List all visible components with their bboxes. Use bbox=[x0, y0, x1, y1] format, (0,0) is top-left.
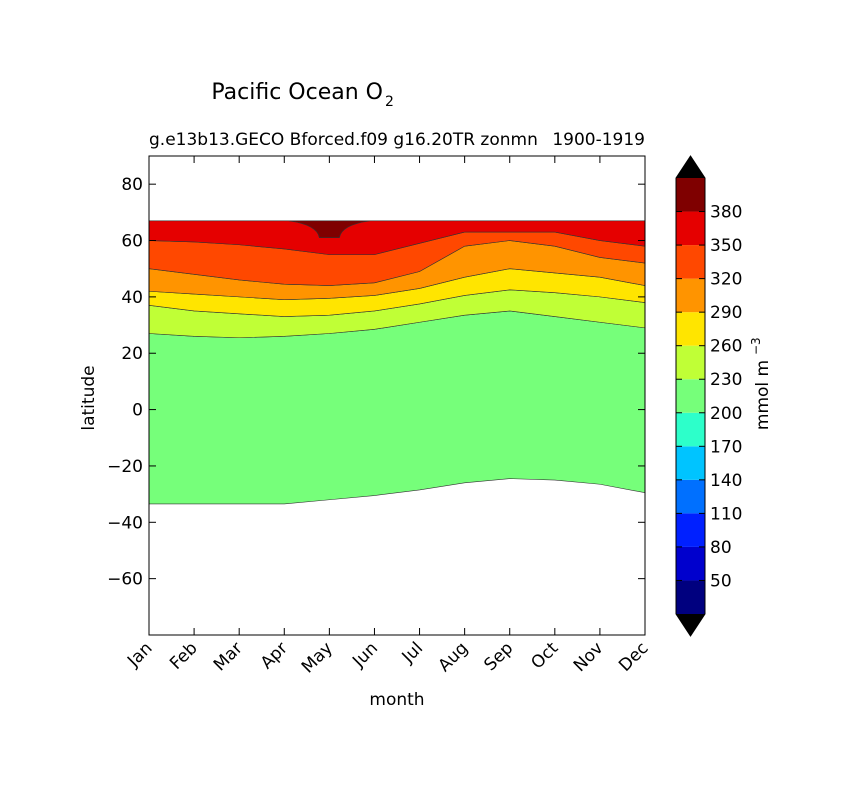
chart-subtitle-left: g.e13b13.GECO Bforced.f09 g16.20TR zonmn bbox=[149, 130, 538, 150]
y-tick-label: 40 bbox=[121, 288, 143, 308]
x-tick-label: Jun bbox=[348, 638, 382, 672]
colorbar-tick-label: 230 bbox=[710, 370, 742, 390]
colorbar-tick-label: 140 bbox=[710, 471, 742, 491]
colorbar-extend-bottom bbox=[676, 614, 705, 636]
colorbar-tick-label: 170 bbox=[710, 437, 742, 457]
x-tick-label: May bbox=[298, 638, 337, 677]
colorbar-outline bbox=[675, 155, 706, 637]
contour-band-380-410 bbox=[288, 220, 370, 239]
colorbar-segment bbox=[676, 312, 705, 346]
x-tick-label: Sep bbox=[480, 638, 517, 675]
plot-frame bbox=[148, 155, 646, 636]
x-tick-label: Apr bbox=[257, 638, 292, 673]
colorbar-segment bbox=[676, 412, 705, 447]
x-tick-label: Mar bbox=[210, 638, 247, 675]
x-tick-label: Feb bbox=[166, 638, 201, 673]
x-tick-label: Nov bbox=[570, 638, 608, 676]
colorbar-tick-label: 50 bbox=[710, 571, 732, 591]
colorbar-label: mmol m −3 bbox=[749, 337, 773, 430]
x-tick-label: Aug bbox=[435, 638, 473, 676]
colorbar-segment bbox=[676, 513, 705, 547]
x-tick-label: Jan bbox=[123, 638, 156, 671]
colorbar-segment bbox=[676, 245, 705, 279]
chart-title: Pacific Ocean O bbox=[211, 80, 383, 105]
y-tick-label: 80 bbox=[121, 175, 143, 195]
y-tick-label: −40 bbox=[107, 513, 143, 533]
colorbar-tick-label: 350 bbox=[710, 236, 742, 256]
x-axis-label: month bbox=[369, 690, 424, 710]
colorbar-label-text: mmol m bbox=[753, 360, 773, 430]
colorbar-tick-label: 320 bbox=[710, 270, 742, 290]
chart-subtitle-right: 1900-1919 bbox=[552, 130, 645, 150]
colorbar-extend-top bbox=[676, 156, 705, 178]
colorbar-segment bbox=[676, 278, 705, 313]
colorbar-segment bbox=[676, 211, 705, 246]
y-axis: −60 −40 −20 0 20 40 60 80 bbox=[107, 175, 645, 590]
colorbar-segment bbox=[676, 379, 705, 413]
colorbar-segment bbox=[676, 345, 705, 380]
y-tick-label: −60 bbox=[107, 570, 143, 590]
colorbar-label-exponent: −3 bbox=[749, 337, 763, 355]
contour-band-200-230 bbox=[149, 310, 645, 505]
colorbar-segment bbox=[676, 580, 705, 614]
colorbar-segment bbox=[676, 546, 705, 581]
colorbar-tick-label: 200 bbox=[710, 404, 742, 424]
x-tick-label: Oct bbox=[527, 638, 562, 673]
colorbar-tick-label: 380 bbox=[710, 203, 742, 223]
colorbar-tick-label: 290 bbox=[710, 303, 742, 323]
colorbar-tick-label: 80 bbox=[710, 538, 732, 558]
colorbar-tick-label: 260 bbox=[710, 337, 742, 357]
plot-area bbox=[149, 220, 645, 505]
y-tick-label: 60 bbox=[121, 232, 143, 252]
colorbar-segment bbox=[676, 178, 705, 212]
y-axis-label: latitude bbox=[79, 365, 99, 430]
chart-title-subscript: 2 bbox=[385, 94, 394, 110]
x-tick-label: Jul bbox=[398, 638, 427, 667]
colorbar-tick-label: 110 bbox=[710, 504, 742, 524]
y-tick-label: 0 bbox=[132, 401, 143, 421]
y-tick-label: −20 bbox=[107, 457, 143, 477]
y-tick-label: 20 bbox=[121, 344, 143, 364]
colorbar: 50 80 110 140 170 200 230 260 290 320 350 380 bbox=[675, 155, 742, 637]
colorbar-segment bbox=[676, 479, 705, 514]
x-tick-label: Dec bbox=[615, 638, 652, 675]
colorbar-segment bbox=[676, 446, 705, 480]
